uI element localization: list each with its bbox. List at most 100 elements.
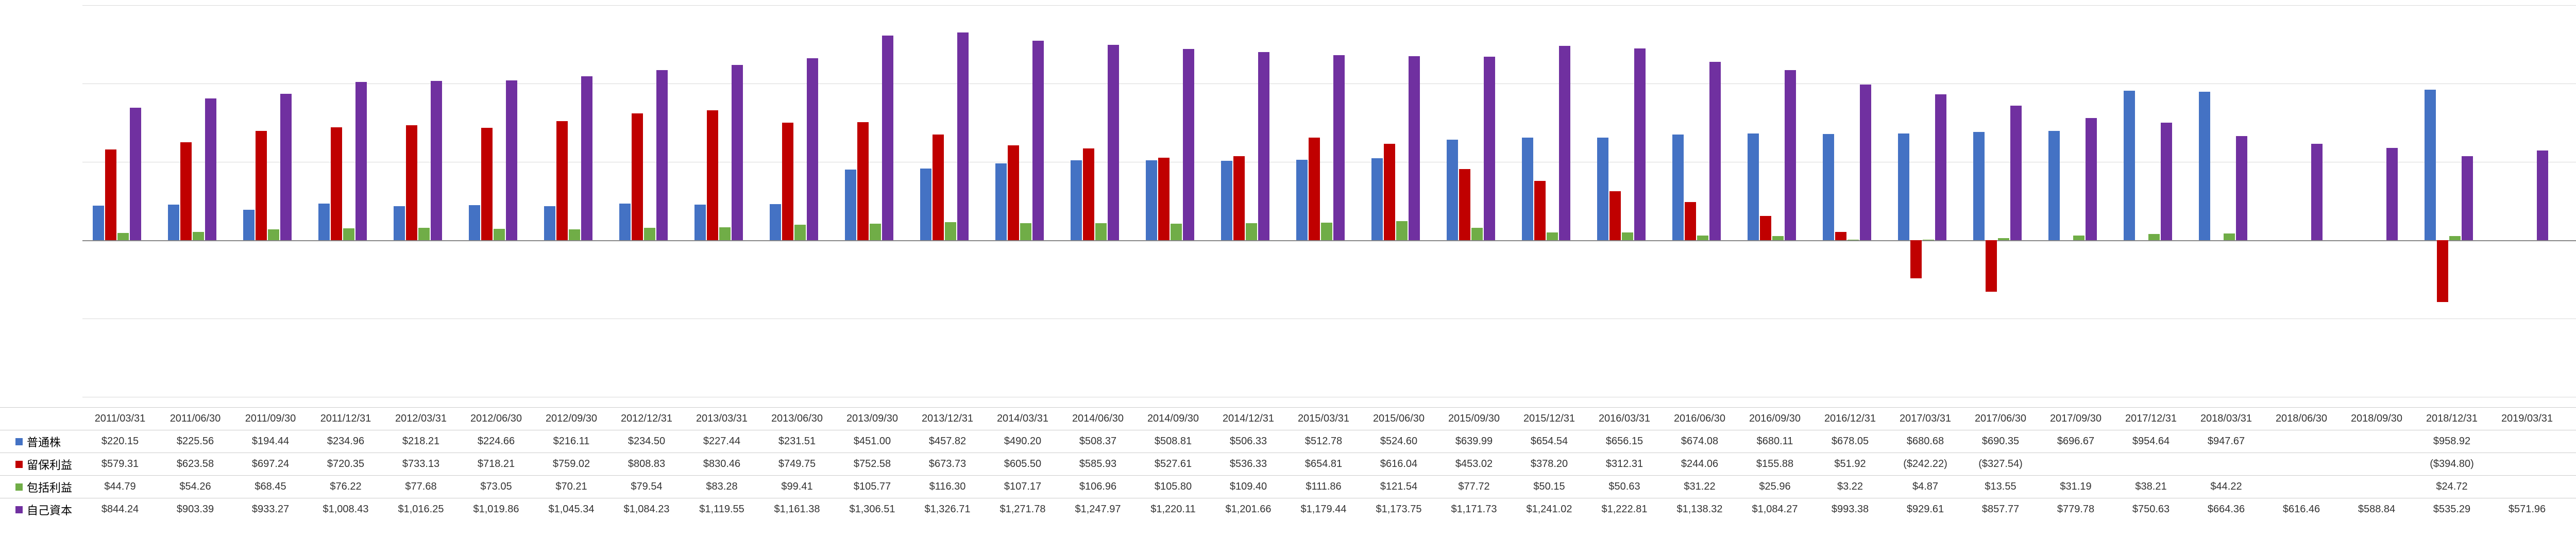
bar (1973, 132, 1985, 240)
table-cell: $674.08 (1662, 436, 1737, 447)
bar (1032, 41, 1044, 240)
period-header: 2011/12/31 (308, 413, 383, 425)
data-table: 2011/03/312011/06/302011/09/302011/12/31… (0, 407, 2576, 521)
table-cell: $31.22 (1662, 481, 1737, 493)
table-cell: $121.54 (1361, 481, 1436, 493)
table-cell: $450.51 (2565, 504, 2576, 515)
table-cell: $697.24 (233, 458, 308, 470)
bar (1484, 57, 1495, 240)
table-cell: $99.41 (759, 481, 835, 493)
period-header: 2013/09/30 (835, 413, 910, 425)
table-cell: $220.15 (82, 436, 158, 447)
table-header-row: 2011/03/312011/06/302011/09/302011/12/31… (0, 407, 2576, 430)
bar (1008, 145, 1019, 240)
bar (581, 76, 592, 240)
table-cell: $933.27 (233, 504, 308, 515)
bar (343, 228, 354, 240)
table-cell: $44.22 (2189, 481, 2264, 493)
bar (1183, 49, 1194, 240)
table-cell: $535.29 (2414, 504, 2489, 515)
bar (268, 229, 279, 240)
bar (1835, 232, 1846, 240)
bar (331, 127, 342, 240)
bar (2462, 156, 2473, 240)
table-cell: $993.38 (1812, 504, 1888, 515)
table-cell: $857.77 (1963, 504, 2038, 515)
bar (619, 204, 631, 240)
period-header: 2015/09/30 (1436, 413, 1512, 425)
table-cell: $1,247.97 (1060, 504, 1136, 515)
bar (1935, 94, 1946, 240)
bar (1998, 238, 2009, 240)
table-cell: ($242.22) (1888, 458, 1963, 470)
bar (556, 121, 568, 240)
bar (1622, 232, 1633, 240)
table-cell: $216.11 (534, 436, 609, 447)
period-header: 2018/03/31 (2189, 413, 2264, 425)
table-row: 包括利益$44.79$54.26$68.45$76.22$77.68$73.05… (0, 475, 2576, 498)
table-cell: $50.63 (1587, 481, 1662, 493)
bar (957, 32, 969, 240)
bar (1697, 236, 1708, 240)
table-cell: $654.54 (1512, 436, 1587, 447)
bar (945, 222, 956, 240)
table-cell: $696.67 (2038, 436, 2113, 447)
table-cell: $453.02 (1436, 458, 1512, 470)
bar (857, 122, 869, 240)
bar (2537, 150, 2548, 240)
bar (2124, 91, 2135, 240)
bar (569, 229, 580, 240)
bar (2086, 118, 2097, 240)
table-cell: $929.61 (1888, 504, 1963, 515)
bar (1083, 148, 1094, 240)
table-cell: $958.92 (2414, 436, 2489, 447)
bar (1171, 224, 1182, 240)
bar (1384, 144, 1395, 240)
table-cell: $1,222.81 (1587, 504, 1662, 515)
bar (2236, 136, 2247, 240)
bar (2161, 123, 2172, 240)
table-cell: $1,138.32 (1662, 504, 1737, 515)
table-cell: $506.33 (1211, 436, 1286, 447)
bar-chart (82, 5, 2576, 397)
bar (1296, 160, 1308, 240)
bar (243, 210, 255, 240)
period-header: 2011/06/30 (158, 413, 233, 425)
period-header: 2015/06/30 (1361, 413, 1436, 425)
table-cell: $38.21 (2113, 481, 2189, 493)
table-cell: $903.39 (158, 504, 233, 515)
period-header: 2016/06/30 (1662, 413, 1737, 425)
bar (1609, 191, 1621, 240)
bar (1371, 158, 1383, 240)
table-cell: $752.58 (835, 458, 910, 470)
bar (180, 142, 192, 240)
table-cell: $31.19 (2038, 481, 2113, 493)
table-cell: $111.86 (1286, 481, 1361, 493)
bar (394, 206, 405, 240)
bar (2386, 148, 2398, 240)
table-cell: $639.99 (1436, 436, 1512, 447)
bar (933, 135, 944, 240)
bar (1158, 158, 1170, 240)
table-cell: $616.04 (1361, 458, 1436, 470)
table-cell: $1,084.27 (1737, 504, 1812, 515)
bar (1471, 228, 1483, 240)
period-header: 2015/12/31 (1512, 413, 1587, 425)
period-header: 2014/03/31 (985, 413, 1060, 425)
table-cell: $749.75 (759, 458, 835, 470)
table-cell: $680.11 (1737, 436, 1812, 447)
period-header: 2012/03/31 (383, 413, 459, 425)
bar (1860, 85, 1871, 240)
bar (1672, 135, 1684, 240)
table-cell: $1,179.44 (1286, 504, 1361, 515)
legend-swatch (15, 506, 23, 513)
bar (644, 228, 655, 240)
bar (1071, 160, 1082, 240)
table-cell: $1,161.38 (759, 504, 835, 515)
period-header: 2016/09/30 (1737, 413, 1812, 425)
table-cell: $656.15 (1587, 436, 1662, 447)
bar (506, 80, 517, 240)
bar (1559, 46, 1570, 240)
table-cell: $231.51 (759, 436, 835, 447)
table-cell: $585.93 (1060, 458, 1136, 470)
